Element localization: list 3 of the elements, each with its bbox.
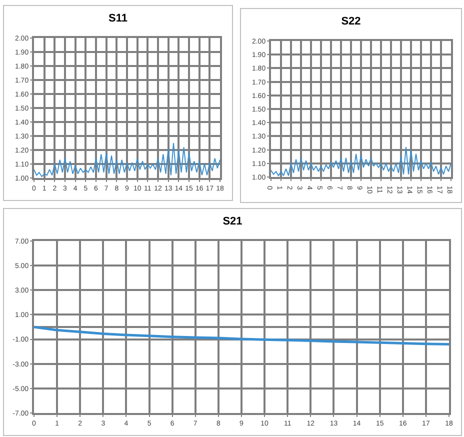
chart-title: S21 — [222, 216, 242, 228]
chart-title: S22 — [341, 16, 361, 28]
chart-title: S11 — [108, 12, 128, 25]
